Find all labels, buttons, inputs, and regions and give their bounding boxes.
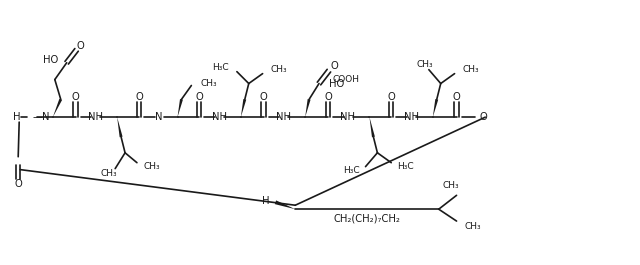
Text: O: O: [195, 92, 203, 102]
Text: H: H: [13, 112, 21, 122]
Text: NH: NH: [88, 112, 103, 122]
Text: O: O: [77, 41, 84, 51]
Text: H₃C: H₃C: [397, 162, 414, 171]
Text: CH₂(CH₂)₇CH₂: CH₂(CH₂)₇CH₂: [333, 213, 401, 223]
Text: CH₃: CH₃: [442, 181, 459, 190]
Polygon shape: [275, 200, 295, 209]
Text: H: H: [262, 196, 269, 206]
Text: CH₃: CH₃: [465, 223, 481, 232]
Text: CH₃: CH₃: [101, 169, 118, 178]
Text: O: O: [14, 179, 22, 189]
Text: COOH: COOH: [333, 75, 360, 84]
Text: CH₃: CH₃: [200, 79, 217, 88]
Polygon shape: [433, 99, 438, 117]
Text: H₃C: H₃C: [212, 63, 229, 72]
Text: CH₃: CH₃: [144, 162, 161, 171]
Polygon shape: [177, 99, 183, 117]
Text: O: O: [72, 92, 79, 102]
Text: O: O: [452, 92, 460, 102]
Text: HO: HO: [329, 78, 344, 89]
Polygon shape: [53, 99, 62, 117]
Text: HO: HO: [42, 55, 58, 65]
Text: O: O: [331, 61, 339, 71]
Polygon shape: [117, 117, 123, 137]
Text: CH₃: CH₃: [463, 65, 479, 74]
Polygon shape: [241, 99, 246, 117]
Text: O: O: [387, 92, 395, 102]
Text: O: O: [324, 92, 332, 102]
Text: NH: NH: [212, 112, 227, 122]
Text: H₃C: H₃C: [343, 166, 360, 175]
Text: —N: —N: [32, 112, 49, 122]
Polygon shape: [369, 117, 375, 137]
Text: NH: NH: [276, 112, 291, 122]
Text: CH₃: CH₃: [271, 65, 287, 74]
Text: O: O: [260, 92, 268, 102]
Polygon shape: [305, 99, 310, 117]
Text: O: O: [479, 112, 487, 122]
Text: O: O: [135, 92, 143, 102]
Text: N: N: [155, 112, 163, 122]
Text: NH: NH: [404, 112, 419, 122]
Text: CH₃: CH₃: [417, 60, 433, 69]
Text: NH: NH: [340, 112, 355, 122]
